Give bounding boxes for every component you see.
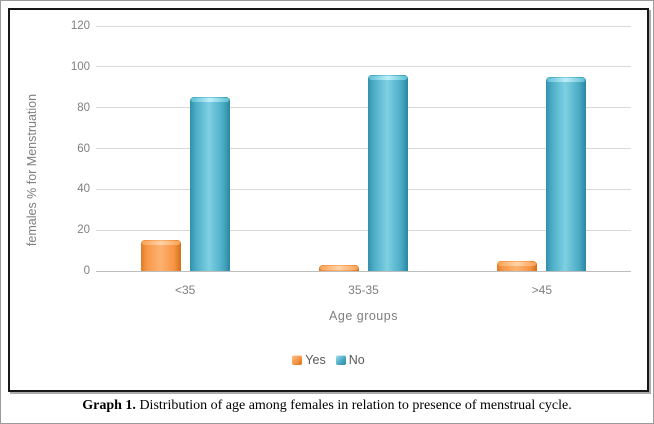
legend-swatch-yes xyxy=(292,355,303,365)
y-tick-label: 40 xyxy=(77,183,90,196)
legend-label: No xyxy=(348,353,365,367)
bar-top-highlight xyxy=(141,241,180,245)
chart-frame: females % for Menstruation 0 20 40 60 80 100 1… xyxy=(8,8,649,392)
gridline xyxy=(96,148,631,149)
legend-item-no: No xyxy=(335,353,365,367)
legend: Yes No xyxy=(10,353,647,367)
bar-top-highlight xyxy=(498,262,537,266)
bar-top-highlight xyxy=(319,266,358,270)
gridline xyxy=(96,25,631,27)
y-tick-label: 20 xyxy=(77,224,90,237)
legend-swatch-no xyxy=(335,355,346,365)
x-tick-label: <35 xyxy=(174,283,196,297)
y-tick-label: 60 xyxy=(77,142,90,155)
bar-group xyxy=(274,26,452,271)
bar-yes xyxy=(140,240,181,271)
legend-label: Yes xyxy=(305,353,326,367)
bar-yes xyxy=(318,265,359,271)
legend-item-yes: Yes xyxy=(292,353,326,367)
bar-no xyxy=(189,97,230,271)
plot-area xyxy=(96,25,631,272)
x-axis-title: Age groups xyxy=(329,309,398,323)
bar-no xyxy=(546,77,587,271)
x-tick-label: 35-35 xyxy=(348,283,379,297)
x-tick-label: >45 xyxy=(531,283,552,297)
x-axis-line xyxy=(96,270,631,272)
caption: Graph 1. Distribution of age among femal… xyxy=(1,398,653,414)
bar-top-highlight xyxy=(190,98,229,102)
gridline xyxy=(96,66,631,68)
bar-group xyxy=(453,26,631,271)
y-tick-label: 120 xyxy=(70,20,90,32)
y-tick-label: 100 xyxy=(70,60,90,73)
bar-yes xyxy=(497,261,538,271)
bar-top-highlight xyxy=(368,76,407,80)
gridline xyxy=(96,107,631,109)
bar-top-highlight xyxy=(547,78,586,82)
y-axis-title: females % for Menstruation xyxy=(25,93,39,247)
y-tick-label: 0 xyxy=(83,265,90,277)
caption-text: Distribution of age among females in rel… xyxy=(135,398,572,413)
gridline xyxy=(96,229,631,231)
gridline xyxy=(96,188,631,190)
caption-prefix: Graph 1. xyxy=(82,398,136,413)
bar-group xyxy=(96,26,274,271)
y-tick-label: 80 xyxy=(77,101,90,114)
bar-no xyxy=(367,75,408,271)
